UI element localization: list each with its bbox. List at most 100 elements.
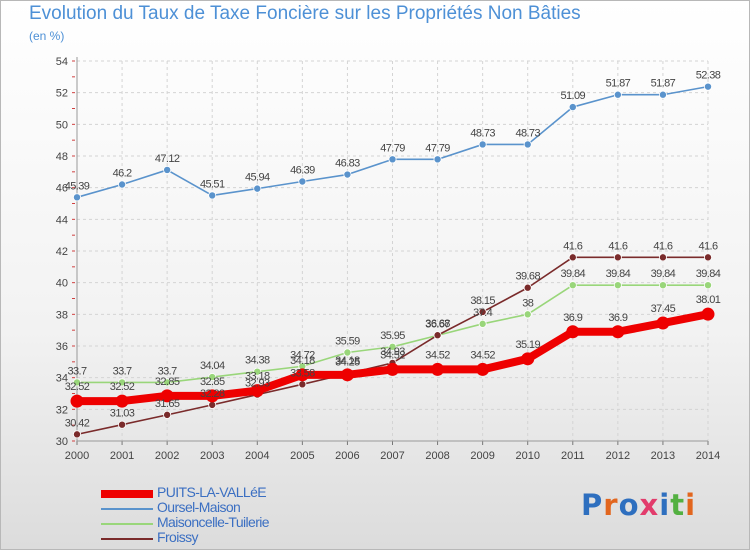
point-puits-la-vall-e [566,325,580,339]
data-label-maisoncelle-tuilerie: 33.7 [113,365,132,377]
point-oursel-maison [73,193,82,202]
point-maisoncelle-tuilerie [523,310,532,319]
point-puits-la-vall-e [295,368,309,382]
series-lines [70,82,715,439]
point-froissy [208,400,217,409]
data-label-maisoncelle-tuilerie: 34.04 [200,360,225,372]
y-tick-label: 54 [56,56,68,68]
point-oursel-maison [343,170,352,179]
x-tick-label: 2008 [425,450,449,462]
point-oursel-maison [478,140,487,149]
x-tick-label: 2010 [515,450,539,462]
data-label-puits-la-vall-e: 36.9 [563,312,582,324]
x-tick-label: 2001 [110,450,134,462]
point-puits-la-vall-e [701,307,715,321]
data-label-maisoncelle-tuilerie: 34.38 [245,355,270,367]
point-oursel-maison [118,180,127,189]
point-puits-la-vall-e [521,352,535,366]
point-froissy [658,253,667,262]
point-maisoncelle-tuilerie [163,378,172,387]
legend-label-puits-la-vallee: PUITS-LA-VALLéE [157,484,267,500]
point-puits-la-vall-e [611,325,625,339]
data-label-froissy: 41.6 [563,240,582,252]
point-froissy [163,410,172,419]
x-tick-label: 2011 [561,450,585,462]
data-label-oursel-maison: 47.79 [380,142,405,154]
data-label-oursel-maison: 46.83 [335,158,360,170]
point-froissy [298,380,307,389]
data-label-oursel-maison: 48.73 [515,127,540,139]
point-maisoncelle-tuilerie [568,281,577,290]
y-tick-label: 34 [56,373,68,385]
point-puits-la-vall-e [386,362,399,376]
point-froissy [73,430,82,439]
point-oursel-maison [704,82,713,91]
y-tick-label: 32 [56,404,68,416]
legend-swatch-puits-la-vallee [101,490,153,498]
x-tick-label: 2003 [200,450,224,462]
x-tick-label: 2005 [290,450,314,462]
data-label-oursel-maison: 47.79 [425,142,450,154]
logo-letter: r [603,488,619,522]
x-tick-label: 2004 [245,450,269,462]
data-label-oursel-maison: 45.94 [245,172,270,184]
point-froissy [118,420,127,429]
data-label-oursel-maison: 45.51 [200,178,225,190]
data-label-froissy: 41.6 [698,240,717,252]
data-label-puits-la-vall-e: 34.18 [290,355,315,367]
chart-title: Evolution du Taux de Taxe Foncière sur l… [29,3,581,24]
data-label-froissy: 32.28 [200,388,225,400]
point-puits-la-vall-e [431,362,445,376]
legend-label-maisoncelle-tuilerie: Maisoncelle-Tuilerie [157,514,270,530]
logo-letter: P [581,488,604,522]
point-maisoncelle-tuilerie [388,342,397,351]
data-label-oursel-maison: 48.73 [470,127,495,139]
point-maisoncelle-tuilerie [704,281,713,290]
point-puits-la-vall-e [160,389,174,403]
y-tick-label: 42 [56,246,68,258]
point-puits-la-vall-e [340,368,354,382]
point-puits-la-vall-e [476,362,490,376]
data-label-puits-la-vall-e: 34.52 [470,349,495,361]
point-puits-la-vall-e [656,316,670,330]
legend-label-oursel-maison: Oursel-Maison [157,499,241,515]
data-label-puits-la-vall-e: 32.85 [200,376,225,388]
data-label-puits-la-vall-e: 32.52 [110,381,135,393]
y-tick-label: 48 [56,151,68,163]
legend-swatch-oursel-maison [101,508,153,510]
y-tick-label: 40 [56,278,68,290]
data-label-froissy: 31.03 [110,408,135,420]
point-froissy [568,253,577,262]
data-label-maisoncelle-tuilerie: 38 [522,297,534,309]
point-froissy [523,283,532,292]
logo-letter: i [659,488,671,522]
y-tick-label: 30 [56,436,68,448]
data-label-puits-la-vall-e: 32.85 [155,376,180,388]
x-tick-label: 2014 [696,450,720,462]
x-tick-label: 2000 [65,450,89,462]
legend-swatch-maisoncelle-tuilerie [101,523,153,525]
data-label-maisoncelle-tuilerie: 33.7 [158,365,177,377]
data-label-maisoncelle-tuilerie: 34.72 [290,349,315,361]
point-oursel-maison [388,155,397,164]
unit-label: (en %) [29,29,65,43]
data-label-froissy: 34.25 [335,357,360,369]
axes: 30 32 34 36 38 40 42 44 46 48 50 52 54 2000 2001 2002 20… [56,56,720,462]
data-label-puits-la-vall-e: 36.9 [608,312,627,324]
data-label-puits-la-vall-e: 37.45 [651,303,676,315]
logo-letter: o [618,488,640,522]
legend-label-froissy: Froissy [157,529,199,545]
point-maisoncelle-tuilerie [343,348,352,357]
point-maisoncelle-tuilerie [73,378,82,387]
data-label-froissy: 31.65 [155,398,180,410]
data-label-puits-la-vall-e: 35.19 [515,339,540,351]
data-label-froissy: 39.68 [515,271,540,283]
logo-letter: x [639,488,660,522]
x-tick-label: 2006 [335,450,359,462]
data-label-maisoncelle-tuilerie: 35.59 [335,335,360,347]
point-oursel-maison [568,103,577,112]
data-label-maisoncelle-tuilerie: 35.95 [380,330,405,342]
data-label-froissy: 33.58 [290,367,315,379]
